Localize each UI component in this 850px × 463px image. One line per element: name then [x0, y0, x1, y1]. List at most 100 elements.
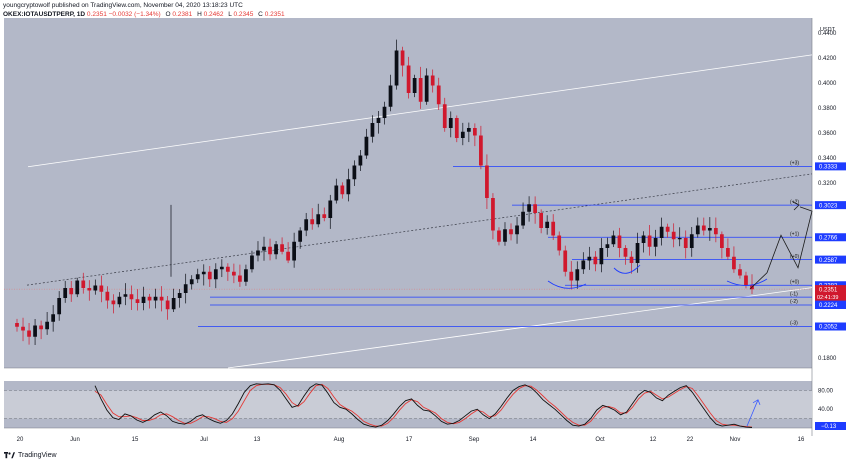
candle-body [195, 274, 200, 280]
candle-body [111, 300, 116, 305]
axis-level-value: 0.3333 [819, 165, 838, 171]
candle-body [695, 225, 700, 235]
axis-level-value: 0.3023 [819, 203, 838, 209]
candle-body [250, 255, 254, 270]
time-tick-label: Aug [334, 437, 345, 443]
candle-body [165, 300, 170, 310]
candle-body [15, 323, 19, 327]
candle-body [177, 293, 182, 298]
candle-body [316, 214, 321, 225]
time-tick-label: 17 [406, 437, 413, 443]
price-tick-label: 0.3400 [818, 156, 837, 162]
candle-body [701, 225, 706, 231]
candle-body [442, 104, 447, 128]
candle-body [238, 275, 242, 282]
candle-body [219, 266, 224, 270]
candle-body [141, 296, 146, 303]
candle-body [436, 85, 441, 105]
candle-body [256, 250, 260, 256]
time-tick-label: 20 [17, 437, 24, 443]
price-tick-label: 0.3200 [818, 181, 837, 187]
candle-body [45, 321, 49, 330]
candle-body [460, 131, 465, 138]
candle-body [400, 50, 405, 66]
open-value: 0.2381 [172, 11, 193, 18]
candle-body [99, 285, 104, 292]
symbol-line: OKEX:IOTAUSDTPERP, 1D 0.2351 −0.0032 (−1… [3, 11, 285, 18]
level-tag: (+0) [790, 254, 799, 260]
price-tick-label: 0.4000 [818, 81, 837, 87]
candle-body [39, 325, 43, 330]
candle-body [671, 231, 676, 240]
candle-body [310, 219, 315, 225]
candle-body [611, 235, 616, 245]
candle-body [328, 200, 333, 218]
candle-body [738, 269, 742, 276]
candle-body [485, 165, 489, 198]
candle-body [665, 226, 670, 232]
candle-body [491, 198, 495, 231]
tradingview-logo-icon [4, 452, 15, 459]
candle-body [382, 106, 387, 118]
candle-body [406, 65, 411, 93]
candle-body [171, 298, 176, 310]
axis-level-badge [815, 322, 846, 331]
stoch-d-line [94, 383, 753, 428]
candle-body [539, 213, 544, 228]
candle-body [430, 75, 435, 86]
price-change: −0.0032 (−1.34%) [108, 11, 161, 18]
open-label: O [165, 11, 171, 18]
candle-body [466, 128, 471, 132]
axis-level-badge [815, 162, 846, 171]
time-tick-label: Nov [730, 437, 741, 443]
time-tick-label: 13 [254, 437, 261, 443]
candle-body [225, 266, 230, 272]
candle-body [629, 256, 634, 263]
candle-body [521, 211, 525, 226]
projection-arrowhead [792, 201, 800, 211]
candle-body [635, 243, 640, 263]
price-tick-label: 0.1800 [818, 356, 837, 362]
candle-body [268, 246, 272, 255]
candle-body [33, 325, 37, 337]
axis-countdown: 02:41:39 [817, 295, 838, 301]
candle-body [63, 288, 68, 298]
last-price: 0.2351 [86, 11, 107, 18]
time-tick-label: Oct [595, 437, 605, 443]
candle-body [21, 326, 25, 331]
publisher-line: youngcryptowolf published on TradingView… [3, 2, 243, 9]
candle-body [207, 271, 212, 280]
oscillator-value: −0.13 [821, 424, 837, 430]
price-tick-label: 0.4400 [818, 31, 837, 37]
candle-body [123, 294, 128, 297]
axis-level-value: 0.2052 [819, 325, 838, 331]
candle-body [569, 271, 574, 281]
axis-current-price-badge [815, 285, 846, 301]
axis-level-badge [815, 301, 846, 309]
candle-body [147, 296, 152, 301]
axis-level-badge [815, 201, 846, 210]
high-value: 0.2462 [203, 11, 224, 18]
candle-body [340, 185, 345, 195]
axis-current-price: 0.2351 [819, 287, 838, 293]
candle-body [189, 279, 194, 285]
candle-body [27, 330, 31, 337]
time-tick-label: Jul [200, 437, 208, 443]
candle-body [515, 225, 519, 235]
level-tag: (-1) [790, 291, 798, 297]
oscillator-arrow [746, 399, 759, 427]
candle-body [605, 244, 610, 248]
candle-body [51, 314, 56, 322]
candle-body [575, 269, 580, 281]
axis-level-value: 0.2224 [819, 303, 838, 309]
candle-body [557, 235, 562, 251]
candle-body [346, 179, 351, 195]
axis-level-badge [815, 233, 846, 242]
candle-body [623, 248, 628, 257]
candle-body [509, 229, 513, 235]
candle-body [726, 248, 730, 257]
level-tag: (+0) [790, 279, 799, 285]
candle-body [153, 296, 158, 301]
